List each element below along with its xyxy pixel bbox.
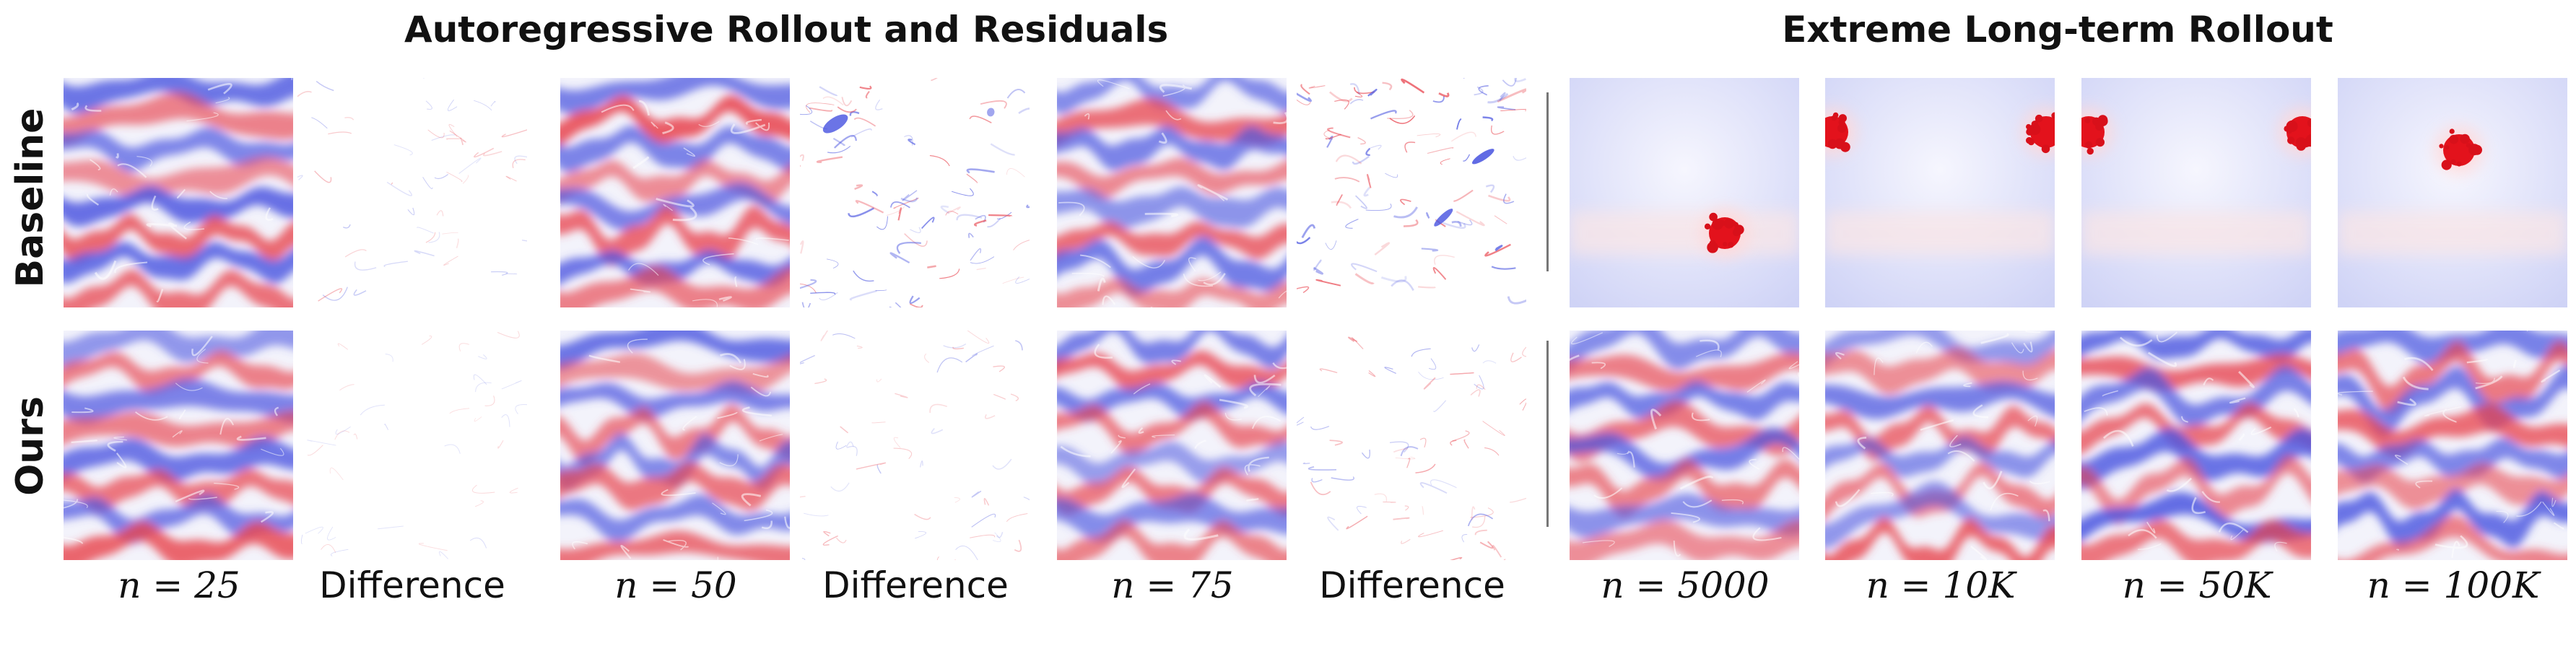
ours-panel-1: [64, 331, 293, 560]
baseline-panel-7: [1570, 78, 1799, 307]
ours-panel-3: [560, 331, 790, 560]
ours-panel-6: [1297, 331, 1526, 560]
divider-baseline: [1546, 92, 1549, 271]
col-label-difference-3: Difference: [1319, 564, 1505, 606]
col-label-n25: n = 25: [118, 564, 240, 606]
ours-panel-4: [800, 331, 1030, 560]
left-section-title: Autoregressive Rollout and Residuals: [404, 9, 1169, 51]
baseline-panel-2: [297, 78, 527, 307]
baseline-panel-4: [800, 78, 1030, 307]
col-label-difference-2: Difference: [822, 564, 1009, 606]
divider-ours: [1546, 341, 1549, 527]
col-label-n50k: n = 50K: [2122, 564, 2272, 606]
col-label-n50: n = 50: [614, 564, 737, 606]
baseline-panel-5: [1057, 78, 1287, 307]
row-label-baseline: Baseline: [9, 108, 52, 288]
ours-panel-2: [297, 331, 527, 560]
right-section-title: Extreme Long-term Rollout: [1782, 9, 2333, 51]
baseline-panel-1: [64, 78, 293, 307]
baseline-panel-9: [2081, 78, 2311, 307]
baseline-panel-8: [1825, 78, 2055, 307]
ours-panel-8: [1825, 331, 2055, 560]
baseline-panel-10: [2338, 78, 2567, 307]
ours-panel-5: [1057, 331, 1287, 560]
col-label-n5000: n = 5000: [1601, 564, 1770, 606]
row-label-ours: Ours: [9, 396, 52, 496]
ours-panel-10: [2338, 331, 2567, 560]
baseline-panel-6: [1297, 78, 1526, 307]
col-label-n10k: n = 10K: [1866, 564, 2016, 606]
ours-panel-7: [1570, 331, 1799, 560]
col-label-n100k: n = 100K: [2367, 564, 2540, 606]
col-label-difference-1: Difference: [319, 564, 505, 606]
ours-panel-9: [2081, 331, 2311, 560]
col-label-n75: n = 75: [1111, 564, 1234, 606]
baseline-panel-3: [560, 78, 790, 307]
